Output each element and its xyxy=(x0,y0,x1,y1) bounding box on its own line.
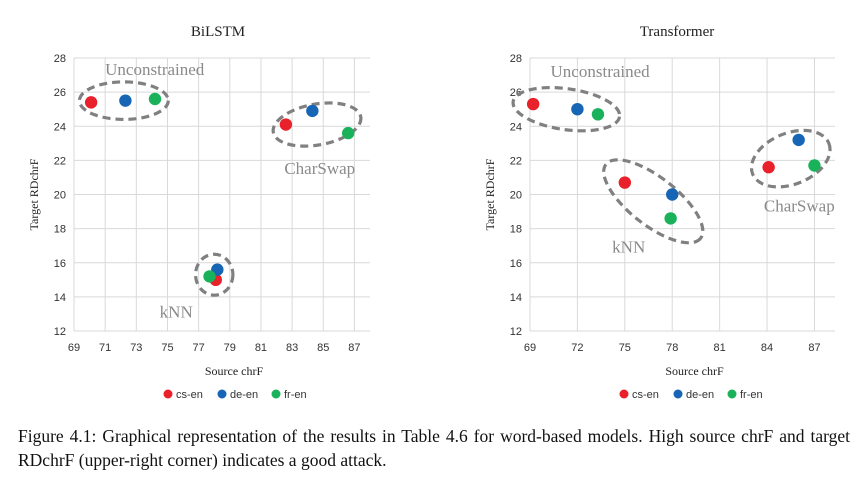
data-point-cs-en xyxy=(279,118,293,131)
data-point-de-en xyxy=(119,94,132,107)
chart-title: Transformer xyxy=(640,24,714,40)
y-tick-label: 22 xyxy=(510,155,522,167)
data-point-fr-en xyxy=(341,126,355,140)
data-point-fr-en xyxy=(148,92,162,106)
cluster-ellipse xyxy=(271,101,363,148)
legend-marker-cs-en xyxy=(163,389,173,399)
x-tick-label: 71 xyxy=(99,342,111,354)
y-tick-label: 28 xyxy=(510,53,522,65)
cluster-label: Unconstrained xyxy=(105,60,205,79)
legend-label: de-en xyxy=(230,389,258,401)
figure-charts: BiLSTM 12 14 16 18 20 22 24 26 28 69 71 73 75 77 79 81 83… xyxy=(27,24,835,401)
y-tick-label: 12 xyxy=(510,326,522,338)
y-axis-label: Target RDchrF xyxy=(27,158,41,230)
legend-marker-cs-en xyxy=(619,389,629,399)
legend-label: fr-en xyxy=(740,389,763,401)
chart-1: Transformer 12 14 16 18 20 22 24 26 28 69 72 75 78 81 8… xyxy=(483,24,835,401)
legend-marker-de-en xyxy=(217,389,227,399)
data-point-fr-en xyxy=(203,270,216,283)
legend-label: cs-en xyxy=(632,389,659,401)
legend-marker-de-en xyxy=(673,389,683,399)
legend-marker-fr-en xyxy=(727,389,737,399)
data-point-fr-en xyxy=(664,212,677,225)
x-tick-label: 85 xyxy=(317,342,329,354)
x-tick-label: 83 xyxy=(286,342,298,354)
cluster-ellipse xyxy=(749,128,832,189)
cluster-label: CharSwap xyxy=(764,197,835,216)
chart-title: BiLSTM xyxy=(191,24,245,40)
x-tick-label: 73 xyxy=(130,342,142,354)
x-tick-label: 69 xyxy=(524,342,536,354)
x-tick-label: 75 xyxy=(161,342,173,354)
x-tick-label: 81 xyxy=(255,342,267,354)
data-point-de-en xyxy=(792,133,805,147)
y-tick-label: 24 xyxy=(510,121,522,133)
legend-label: cs-en xyxy=(176,389,203,401)
y-axis-label: Target RDchrF xyxy=(483,158,497,230)
legend-label: fr-en xyxy=(284,389,307,401)
y-tick-label: 20 xyxy=(510,190,522,202)
y-tick-label: 14 xyxy=(54,292,66,304)
y-tick-label: 20 xyxy=(54,190,66,202)
y-tick-label: 26 xyxy=(54,87,66,99)
y-tick-label: 16 xyxy=(510,258,522,270)
y-tick-label: 18 xyxy=(510,224,522,236)
data-point-cs-en xyxy=(762,161,775,174)
data-point-cs-en xyxy=(618,176,632,189)
cluster-label: CharSwap xyxy=(284,159,355,178)
y-tick-label: 28 xyxy=(54,53,66,65)
x-tick-label: 78 xyxy=(666,342,678,354)
y-tick-label: 22 xyxy=(54,155,66,167)
x-tick-label: 77 xyxy=(193,342,205,354)
data-point-cs-en xyxy=(84,96,98,109)
x-tick-label: 69 xyxy=(68,342,80,354)
data-point-de-en xyxy=(666,188,679,201)
y-tick-label: 12 xyxy=(54,326,66,338)
cluster-label: kNN xyxy=(160,302,193,321)
x-tick-label: 87 xyxy=(808,342,820,354)
cluster-ellipse xyxy=(77,80,170,122)
chart-0: BiLSTM 12 14 16 18 20 22 24 26 28 69 71 73 75 77 79 81 83… xyxy=(27,24,370,401)
cluster-ellipse xyxy=(511,85,622,133)
data-point-cs-en xyxy=(526,97,540,111)
x-tick-label: 87 xyxy=(348,342,360,354)
figure-caption: Figure 4.1: Graphical representation of … xyxy=(18,426,850,470)
x-tick-label: 79 xyxy=(224,342,236,354)
x-axis-label: Source chrF xyxy=(205,364,264,378)
data-point-fr-en xyxy=(808,159,821,172)
x-tick-label: 75 xyxy=(619,342,631,354)
legend-label: de-en xyxy=(686,389,714,401)
data-point-de-en xyxy=(306,104,319,118)
y-tick-label: 24 xyxy=(54,121,66,133)
legend-marker-fr-en xyxy=(271,389,281,399)
cluster-ellipse xyxy=(193,252,235,297)
cluster-label: kNN xyxy=(612,238,645,257)
x-tick-label: 81 xyxy=(714,342,726,354)
x-axis-label: Source chrF xyxy=(665,364,724,378)
x-tick-label: 72 xyxy=(571,342,583,354)
data-point-fr-en xyxy=(591,108,605,121)
cluster-label: Unconstrained xyxy=(551,62,651,81)
cluster-ellipse xyxy=(602,158,705,245)
y-tick-label: 18 xyxy=(54,224,66,236)
x-tick-label: 84 xyxy=(761,342,773,354)
data-point-de-en xyxy=(571,102,584,116)
y-tick-label: 26 xyxy=(510,87,522,99)
y-tick-label: 14 xyxy=(510,292,522,304)
y-tick-label: 16 xyxy=(54,258,66,270)
